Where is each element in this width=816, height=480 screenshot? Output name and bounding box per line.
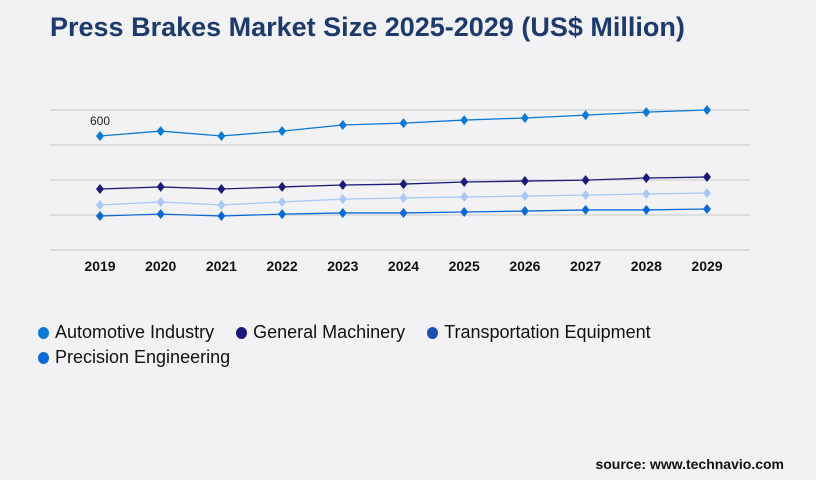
- legend-label: Automotive Industry: [55, 322, 215, 342]
- data-point: [581, 204, 590, 215]
- x-tick-label: 2024: [388, 258, 419, 274]
- x-tick-label: 2025: [449, 258, 480, 274]
- legend-marker-icon: [38, 351, 49, 364]
- data-point: [278, 196, 287, 207]
- data-point: [460, 192, 469, 203]
- data-point: [338, 120, 347, 131]
- legend-item: General Machinery: [236, 322, 405, 343]
- data-point: [217, 210, 226, 221]
- x-tick-label: 2027: [570, 258, 601, 274]
- data-point: [338, 207, 347, 218]
- x-tick-label: 2026: [509, 258, 540, 274]
- data-point: [278, 126, 287, 137]
- source-label: source: www.technavio.com: [595, 456, 784, 472]
- data-point: [217, 199, 226, 210]
- data-point: [581, 175, 590, 186]
- line-chart: 2019 2020 2021 2022 2023 2024 2025 2026 2027 2028…: [50, 105, 750, 274]
- data-point: [703, 172, 711, 183]
- data-point: [460, 176, 469, 187]
- data-point: [581, 190, 590, 201]
- data-point: [460, 207, 469, 218]
- data-point: [460, 115, 469, 126]
- data-label: 600: [90, 114, 110, 128]
- chart-title: Press Brakes Market Size 2025-2029 (US$ …: [50, 12, 685, 42]
- data-point: [703, 188, 711, 199]
- legend-item: Precision Engineering: [38, 347, 230, 368]
- legend: Automotive Industry General Machinery Tran…: [38, 322, 718, 372]
- data-point: [217, 184, 226, 195]
- data-point: [399, 179, 408, 190]
- data-point: [96, 199, 104, 210]
- data-point: [156, 196, 165, 207]
- data-point: [278, 209, 287, 220]
- data-point: [581, 110, 590, 121]
- legend-marker-icon: [38, 326, 49, 339]
- legend-label: Precision Engineering: [55, 347, 231, 367]
- legend-item: Transportation Equipment: [427, 322, 651, 343]
- legend-item: Automotive Industry: [38, 322, 214, 343]
- legend-label: Transportation Equipment: [444, 322, 651, 342]
- data-point: [642, 204, 651, 215]
- data-point: [520, 191, 529, 202]
- data-point: [338, 180, 347, 191]
- data-point: [217, 131, 226, 142]
- x-tick-label: 2023: [327, 258, 358, 274]
- legend-marker-icon: [236, 326, 248, 339]
- data-point: [703, 105, 711, 115]
- x-tick-label: 2019: [84, 258, 115, 274]
- legend-marker-icon: [427, 326, 439, 339]
- data-point: [156, 209, 165, 220]
- data-point: [520, 176, 529, 187]
- data-point: [96, 131, 104, 142]
- data-point: [399, 118, 408, 129]
- x-tick-label: 2022: [267, 258, 298, 274]
- data-point: [642, 188, 651, 199]
- x-tick-label: 2021: [206, 258, 237, 274]
- data-point: [703, 203, 711, 214]
- data-point: [156, 126, 165, 137]
- data-point: [642, 173, 651, 184]
- data-point: [96, 184, 104, 195]
- data-point: [338, 194, 347, 205]
- data-point: [96, 210, 104, 221]
- data-point: [520, 112, 529, 123]
- data-point: [278, 181, 287, 192]
- data-point: [156, 181, 165, 192]
- data-point: [399, 192, 408, 203]
- x-tick-label: 2020: [145, 258, 176, 274]
- data-point: [642, 107, 651, 118]
- data-point: [399, 207, 408, 218]
- legend-label: General Machinery: [253, 322, 406, 342]
- data-point: [520, 206, 529, 217]
- x-tick-label: 2028: [631, 258, 662, 274]
- x-tick-label: 2029: [691, 258, 722, 274]
